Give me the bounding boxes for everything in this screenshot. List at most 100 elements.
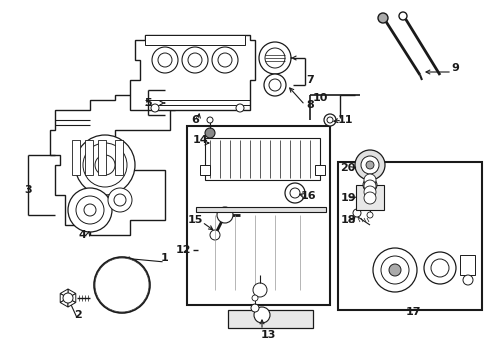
- Circle shape: [264, 74, 285, 96]
- Bar: [355, 185, 383, 210]
- Circle shape: [366, 212, 372, 218]
- Bar: [200, 165, 209, 175]
- Circle shape: [182, 47, 207, 73]
- Circle shape: [324, 114, 335, 126]
- Circle shape: [398, 12, 406, 20]
- Circle shape: [253, 307, 269, 323]
- Polygon shape: [68, 298, 76, 307]
- Text: 15: 15: [187, 215, 202, 225]
- Text: 5: 5: [144, 98, 151, 108]
- Circle shape: [152, 47, 178, 73]
- Circle shape: [158, 53, 172, 67]
- Bar: [227, 310, 312, 328]
- Circle shape: [251, 295, 258, 301]
- Circle shape: [264, 48, 285, 68]
- Circle shape: [68, 188, 112, 232]
- Circle shape: [363, 186, 375, 198]
- Circle shape: [112, 275, 132, 295]
- Circle shape: [218, 53, 231, 67]
- Polygon shape: [68, 293, 76, 302]
- Circle shape: [365, 161, 373, 169]
- Circle shape: [209, 230, 220, 240]
- Circle shape: [362, 178, 376, 192]
- Circle shape: [423, 252, 455, 284]
- Circle shape: [108, 188, 132, 212]
- Circle shape: [102, 265, 142, 305]
- Circle shape: [259, 42, 290, 74]
- Circle shape: [268, 79, 281, 91]
- Circle shape: [354, 150, 384, 180]
- Text: 13: 13: [260, 330, 275, 340]
- Polygon shape: [60, 289, 68, 298]
- Circle shape: [151, 104, 159, 112]
- Circle shape: [63, 293, 73, 303]
- Polygon shape: [68, 289, 76, 298]
- Text: 10: 10: [312, 93, 327, 103]
- Circle shape: [83, 143, 127, 187]
- Polygon shape: [130, 35, 254, 110]
- Text: 16: 16: [300, 191, 315, 201]
- Circle shape: [95, 155, 115, 175]
- Bar: [186, 126, 329, 305]
- Bar: [85, 140, 93, 175]
- Text: 14: 14: [192, 135, 207, 145]
- Polygon shape: [50, 95, 175, 235]
- Circle shape: [212, 47, 238, 73]
- Circle shape: [363, 192, 375, 204]
- Text: 4: 4: [78, 230, 86, 240]
- Text: 3: 3: [24, 185, 32, 195]
- Circle shape: [285, 183, 305, 203]
- Bar: [145, 35, 244, 45]
- Text: 19: 19: [340, 193, 355, 203]
- Polygon shape: [60, 298, 68, 307]
- Circle shape: [289, 188, 299, 198]
- Circle shape: [250, 304, 259, 312]
- Circle shape: [114, 194, 126, 206]
- Text: 18: 18: [340, 215, 355, 225]
- Circle shape: [84, 204, 96, 216]
- Text: 11: 11: [337, 115, 352, 125]
- Text: 7: 7: [305, 75, 313, 85]
- Circle shape: [118, 281, 126, 289]
- Circle shape: [352, 209, 360, 217]
- Bar: [459, 255, 474, 275]
- Circle shape: [98, 261, 146, 309]
- Text: 8: 8: [305, 100, 313, 110]
- Circle shape: [76, 196, 104, 224]
- Text: 2: 2: [74, 310, 81, 320]
- Bar: [337, 162, 481, 310]
- Text: 6: 6: [191, 115, 199, 125]
- Circle shape: [360, 156, 378, 174]
- Circle shape: [372, 248, 416, 292]
- Text: 1: 1: [161, 253, 168, 263]
- Polygon shape: [60, 293, 68, 302]
- Circle shape: [206, 117, 213, 123]
- Circle shape: [462, 275, 472, 285]
- Text: 17: 17: [405, 307, 420, 317]
- Circle shape: [380, 256, 408, 284]
- Circle shape: [94, 257, 150, 313]
- Polygon shape: [198, 210, 325, 295]
- Circle shape: [326, 117, 332, 123]
- Bar: [72, 140, 80, 175]
- Text: 9: 9: [450, 63, 458, 73]
- Circle shape: [377, 13, 387, 23]
- Bar: [98, 140, 106, 175]
- Circle shape: [95, 258, 149, 312]
- Circle shape: [204, 128, 215, 138]
- Circle shape: [187, 53, 202, 67]
- Bar: [196, 207, 325, 212]
- Text: 12: 12: [175, 245, 190, 255]
- Circle shape: [217, 207, 232, 223]
- Circle shape: [363, 180, 375, 192]
- Circle shape: [363, 174, 375, 186]
- Circle shape: [430, 259, 448, 277]
- Bar: [314, 165, 325, 175]
- Circle shape: [388, 264, 400, 276]
- Circle shape: [252, 283, 266, 297]
- Polygon shape: [347, 235, 479, 305]
- Circle shape: [75, 135, 135, 195]
- Bar: [204, 138, 319, 180]
- Bar: [115, 140, 123, 175]
- Circle shape: [236, 104, 244, 112]
